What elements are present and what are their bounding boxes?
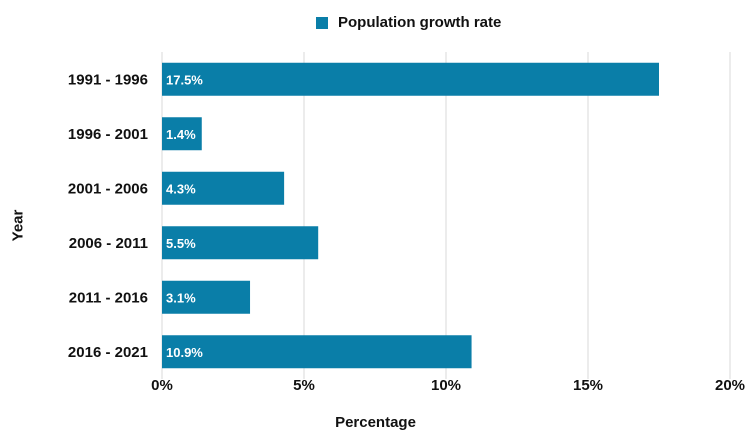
bar — [162, 226, 319, 260]
x-tick-label: 5% — [293, 377, 315, 394]
x-tick-label: 10% — [431, 377, 461, 394]
bar — [162, 280, 251, 314]
x-axis-title: Percentage — [335, 414, 416, 431]
y-tick-label: 2016 - 2021 — [68, 344, 148, 361]
y-tick-label: 2001 - 2006 — [68, 180, 148, 197]
x-tick-label: 15% — [573, 377, 603, 394]
legend-label: Population growth rate — [338, 14, 502, 31]
bar — [162, 62, 659, 96]
data-label: 4.3% — [166, 181, 196, 196]
bar — [162, 117, 202, 151]
bar — [162, 171, 285, 205]
y-axis-title: Year — [9, 209, 27, 242]
data-label: 3.1% — [166, 290, 196, 305]
legend: Population growth rate — [316, 14, 501, 31]
data-label: 1.4% — [166, 127, 196, 142]
data-label: 17.5% — [166, 72, 203, 87]
x-tick-label: 20% — [715, 377, 745, 394]
x-tick-label: 0% — [151, 377, 173, 394]
data-label: 10.9% — [166, 345, 203, 360]
legend-swatch — [316, 16, 328, 29]
y-tick-label: 1991 - 1996 — [68, 71, 148, 88]
data-label: 5.5% — [166, 236, 196, 251]
y-tick-label: 2006 - 2011 — [69, 235, 148, 252]
y-tick-label: 1996 - 2001 — [68, 126, 148, 143]
y-tick-label: 2011 - 2016 — [69, 289, 148, 306]
bar — [162, 335, 472, 369]
